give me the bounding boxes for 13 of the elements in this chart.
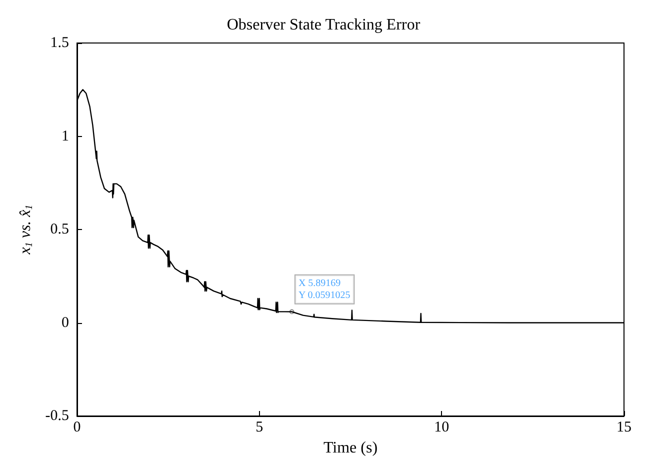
x-tick-label: 15 — [616, 420, 632, 436]
y-tick-label: 0 — [62, 314, 69, 331]
y-tick-label: 1.5 — [50, 35, 69, 51]
y-axis-title: x1 vs. x̂1 — [16, 204, 35, 256]
x-axis-title: Time (s) — [323, 439, 378, 456]
x-tick-label: 0 — [73, 420, 81, 436]
annotation: X 5.89169 Y 0.0591025 — [298, 278, 350, 301]
y-tick-label: 0.5 — [50, 222, 69, 238]
chart-title: Observer State Tracking Error — [226, 16, 421, 34]
x-tick-label: 5 — [256, 420, 264, 436]
y-tick-label: -0.5 — [45, 408, 69, 424]
x-tick-label: 10 — [434, 420, 450, 436]
y-tick-label: 1 — [62, 128, 69, 144]
